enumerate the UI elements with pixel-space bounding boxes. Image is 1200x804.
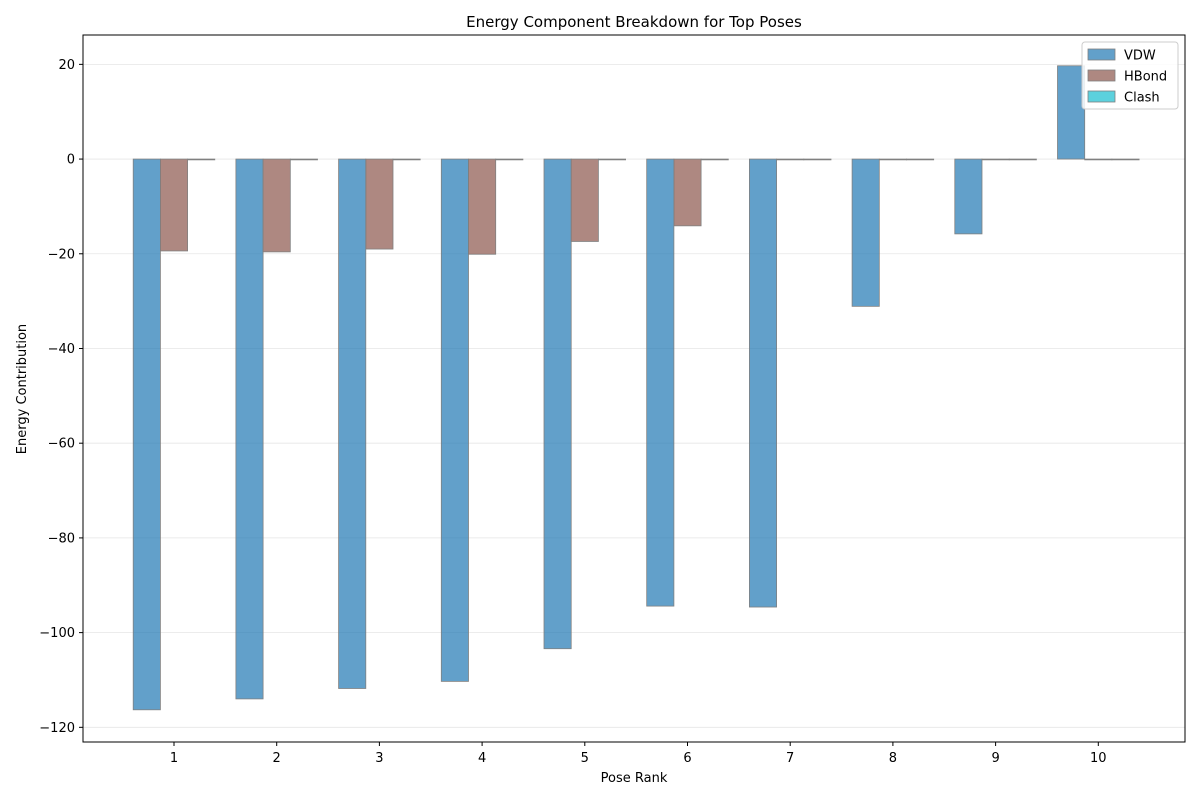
legend-swatch-hbond [1087,69,1116,82]
bar-vdw [1057,65,1086,160]
legend-swatch-vdw [1087,48,1116,61]
bar-hbond [1084,158,1113,161]
legend: VDW HBond Clash [1081,41,1179,110]
x-tick-label: 4 [478,751,486,766]
x-tick-label: 3 [375,751,383,766]
bar-clash [700,158,729,161]
bar-vdw [338,158,367,689]
bar-hbond [570,158,599,242]
bar-clash [392,158,421,161]
x-axis: 1 2 3 4 5 6 7 8 9 10 [170,742,1107,766]
bar-clash [1008,158,1037,161]
bar-hbond [262,158,291,253]
x-tick-label: 7 [786,751,794,766]
y-axis-label: Energy Contribution [15,324,30,454]
y-tick-label: −40 [48,342,75,357]
bar-vdw [646,158,675,607]
legend-label-vdw: VDW [1124,49,1156,64]
bar-vdw [749,158,778,608]
x-tick-label: 1 [170,751,178,766]
bars [132,65,1140,711]
bar-hbond [365,158,394,250]
bar-hbond [468,158,497,255]
y-tick-label: 20 [58,58,75,73]
legend-label-clash: Clash [1124,91,1160,106]
bar-clash [495,158,524,161]
bar-hbond [673,158,702,227]
x-tick-label: 6 [683,751,691,766]
y-tick-label: −100 [39,626,75,641]
bar-hbond [878,158,907,161]
y-tick-label: −120 [39,721,75,736]
plot-frame [82,34,1186,743]
x-tick-label: 5 [581,751,589,766]
y-axis: 20 0 −20 −40 −60 −80 −100 −120 [39,58,83,736]
bar-vdw [543,158,572,650]
bar-vdw [235,158,264,700]
bar-clash [906,158,935,161]
bar-vdw [851,158,880,307]
bar-clash [289,158,318,161]
y-tick-label: 0 [67,153,75,168]
y-tick-label: −20 [48,247,75,262]
bar-clash [803,158,832,161]
bar-vdw [954,158,983,235]
x-tick-label: 2 [273,751,281,766]
bar-clash [187,158,216,161]
bar-vdw [440,158,469,682]
legend-label-hbond: HBond [1124,70,1167,85]
x-tick-label: 9 [991,751,999,766]
bar-clash [1111,158,1140,161]
x-axis-label: Pose Rank [601,771,668,786]
bar-hbond [981,158,1010,161]
chart-title: Energy Component Breakdown for Top Poses [466,13,802,31]
bar-hbond [159,158,188,252]
bar-vdw [132,158,161,711]
bar-hbond [776,158,805,161]
legend-swatch-clash [1087,90,1116,103]
x-tick-label: 10 [1090,751,1107,766]
bar-clash [598,158,627,161]
x-tick-label: 8 [889,751,897,766]
y-tick-label: −60 [48,437,75,452]
y-tick-label: −80 [48,531,75,546]
